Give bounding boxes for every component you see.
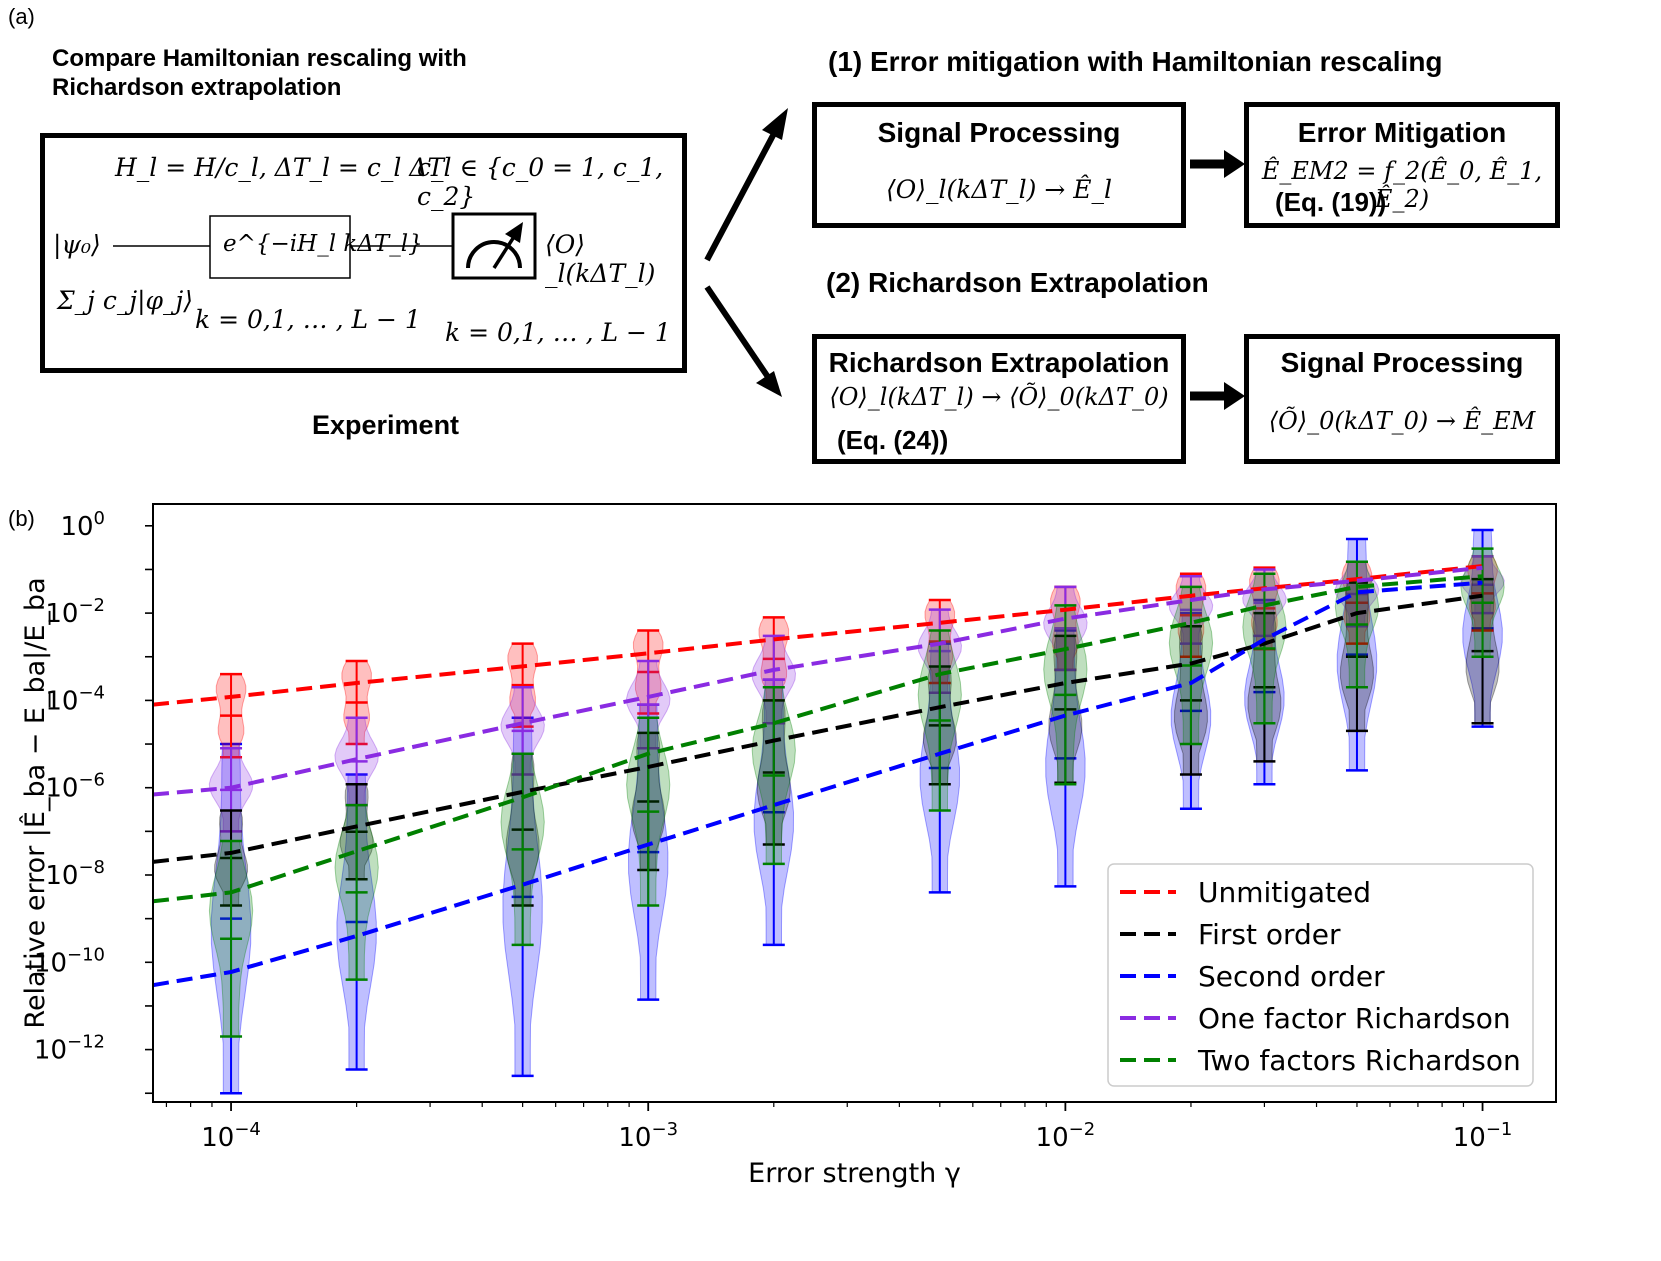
route2-box2-eq: ⟨Õ⟩_0(kΔT_0) → Ê_EM [1268, 407, 1536, 435]
k-range-right: k = 0,1, … , L − 1 [445, 318, 671, 347]
arrow-route1-head-icon [1224, 150, 1245, 178]
eq-rescale: H_l = H/c_l, ΔT_l = c_l ΔT [115, 153, 444, 182]
series-line-second-order [153, 580, 1483, 988]
experiment-box: H_l = H/c_l, ΔT_l = c_l ΔT c_l ∈ {c_0 = … [40, 133, 687, 373]
legend-label-one-factor-richardson: One factor Richardson [1198, 1002, 1511, 1035]
plot-area [153, 528, 1505, 1095]
route1-mitigation-box: Error Mitigation Ê_EM2 = f_2(Ê_0, Ê_1, Ê… [1244, 102, 1560, 228]
x-tick-label-0: 10−4 [201, 1119, 261, 1153]
route1-heading: (1) Error mitigation with Hamiltonian re… [828, 46, 1443, 77]
x-tick-label-1: 10−3 [618, 1119, 678, 1153]
meter-arrowhead-icon [505, 222, 523, 243]
eq-factors: c_l ∈ {c_0 = 1, c_1, c_2} [417, 153, 664, 211]
psi0: |ψ₀⟩ [53, 230, 101, 259]
route2-box2-title: Signal Processing [1280, 347, 1524, 378]
flow-arrows [704, 108, 1245, 410]
y-tick-label-0: 100 [60, 508, 105, 542]
plot-frame [152, 503, 1557, 1103]
route1-box2-title: Error Mitigation [1297, 117, 1507, 148]
arrow-down-head-icon [756, 371, 782, 397]
route2-box1-eq: ⟨O⟩_l(kΔT_l) → ⟨Õ⟩_0(kΔT_0) [829, 383, 1169, 411]
legend-box [1107, 863, 1534, 1087]
arrow-route2-head-icon [1224, 382, 1245, 410]
x-axis-label: Error strength γ [748, 1158, 961, 1189]
error-chart: 10−4 10−3 10−2 10−1 100 10−2 10−4 10−6 10−8 10−10… [19, 503, 1557, 1189]
route1-box1-title: Signal Processing [877, 117, 1121, 148]
series-line-unmitigated [153, 564, 1483, 707]
legend-label-first-order: First order [1198, 918, 1341, 951]
arrow-up-line [704, 124, 781, 262]
evolution-gate [209, 215, 351, 279]
series-line-two-factors-richardson [153, 574, 1483, 904]
compare-title-line2: Richardson extrapolation [52, 74, 342, 101]
panel-b-label: (b) [8, 506, 35, 531]
panel-a-label: (a) [8, 4, 35, 29]
y-axis-label: Relative error |Ê_ba − E_ba|/E_ba [19, 577, 51, 1028]
route2-box1-title: Richardson Extrapolation [828, 347, 1170, 378]
experiment-circuit [113, 212, 537, 280]
route1-box2-eq: Ê_EM2 = f_2(Ê_0, Ê_1, Ê_2) [1261, 157, 1543, 213]
y-tick-label-6: 10−12 [34, 1032, 105, 1066]
compare-title: Compare Hamiltonian rescaling with Richa… [52, 44, 467, 102]
y-tick-label-5: 10−10 [34, 944, 105, 978]
chart-layer: 10−4 10−3 10−2 10−1 100 10−2 10−4 10−6 10−8 10−10… [19, 503, 1557, 1189]
x-tick-label-3: 10−1 [1453, 1119, 1513, 1153]
x-tick-label-2: 10−2 [1036, 1119, 1096, 1153]
y-tick-label-3: 10−6 [45, 770, 105, 804]
experiment-caption: Experiment [312, 410, 460, 440]
route2-heading: (2) Richardson Extrapolation [826, 267, 1209, 298]
legend-label-second-order: Second order [1198, 960, 1385, 993]
legend-label-unmitigated: Unmitigated [1198, 876, 1371, 909]
k-range-left: k = 0,1, … , L − 1 [195, 305, 421, 334]
route2-richardson-box: Richardson Extrapolation ⟨O⟩_l(kΔT_l) → … [812, 334, 1186, 464]
arrow-down-line [704, 285, 773, 382]
gate-label: e^{−iH_l kΔT_l} [223, 231, 423, 257]
y-tick-label-2: 10−4 [45, 682, 105, 716]
y-tick-label-4: 10−8 [45, 857, 105, 891]
route1-signal-box: Signal Processing ⟨O⟩_l(kΔT_l) → Ê_l [812, 102, 1186, 228]
route2-signal-box: Signal Processing ⟨Õ⟩_0(kΔT_0) → Ê_EM [1244, 334, 1560, 464]
y-tick-label-1: 10−2 [45, 595, 105, 629]
route1-box1-eq: ⟨O⟩_l(kΔT_l) → Ê_l [886, 175, 1112, 204]
observable-label: ⟨O⟩_l(kΔT_l) [545, 230, 656, 288]
meter-arc-icon [466, 240, 522, 269]
compare-title-line1: Compare Hamiltonian rescaling with [52, 45, 467, 72]
route2-box1-ref: (Eq. (24)) [837, 425, 949, 455]
arrow-up-head-icon [762, 108, 788, 140]
state-expansion: Σ_j c_j|φ_j⟩ [57, 286, 194, 315]
legend-label-two-factors-richardson: Two factors Richardson [1197, 1044, 1521, 1077]
route1-box2-ref: (Eq. (19)) [1275, 187, 1387, 217]
